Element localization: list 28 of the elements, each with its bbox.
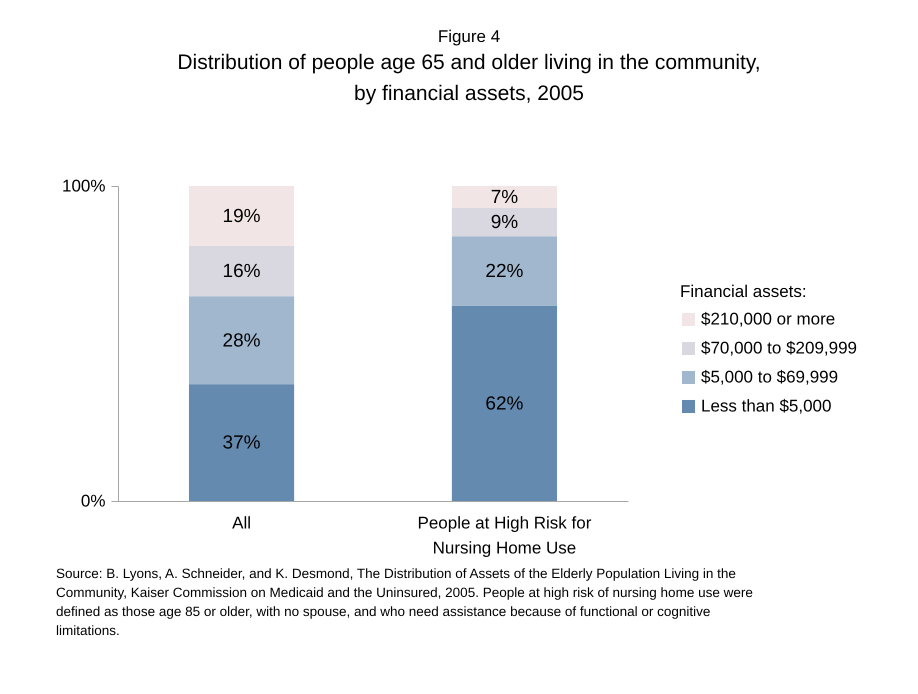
legend-label: $5,000 to $69,999 — [701, 368, 838, 386]
bar — [188, 384, 294, 501]
bar — [452, 306, 558, 501]
y-tick-label: 100% — [62, 176, 106, 196]
x-tick-label: All — [232, 514, 252, 532]
bar — [188, 246, 294, 296]
source-note: Source: B. Lyons, A. Schneider, and K. Desmond, The Distribution of Assets of the Elderly Population Living in the Community, Kaiser Commission on Medicaid and the Uninsured, 2005. People at high risk of nursing home use were defined as those age 85 or older, with no spouse, and who need assistance because of functional or cognitive limitations. — [56, 566, 753, 638]
bar — [452, 236, 558, 306]
chart-title: Figure 4 — [438, 27, 500, 46]
data-label: 62% — [485, 393, 524, 414]
legend-label: $210,000 or more — [701, 310, 836, 328]
x-tick-label: People at High Risk for Nursing Home Use — [418, 514, 592, 558]
bar — [188, 296, 294, 384]
bar — [452, 208, 558, 236]
data-label: 9% — [490, 212, 518, 234]
data-label: 16% — [222, 261, 261, 282]
bar — [452, 186, 558, 208]
legend-label: Less than $5,000 — [701, 396, 832, 416]
data-label: 28% — [222, 330, 261, 352]
legend-title: Financial assets: — [680, 282, 807, 301]
data-label: 22% — [485, 261, 524, 282]
data-label: 19% — [222, 206, 261, 227]
data-label: 7% — [490, 187, 518, 208]
data-label: 37% — [222, 432, 261, 454]
legend-label: $70,000 to $209,999 — [701, 338, 857, 358]
y-tick-label: 0% — [80, 492, 106, 510]
chart-subtitle: Distribution of people age 65 and older living in the community, by financial assets, 2005 — [177, 51, 761, 105]
bar — [188, 186, 294, 246]
